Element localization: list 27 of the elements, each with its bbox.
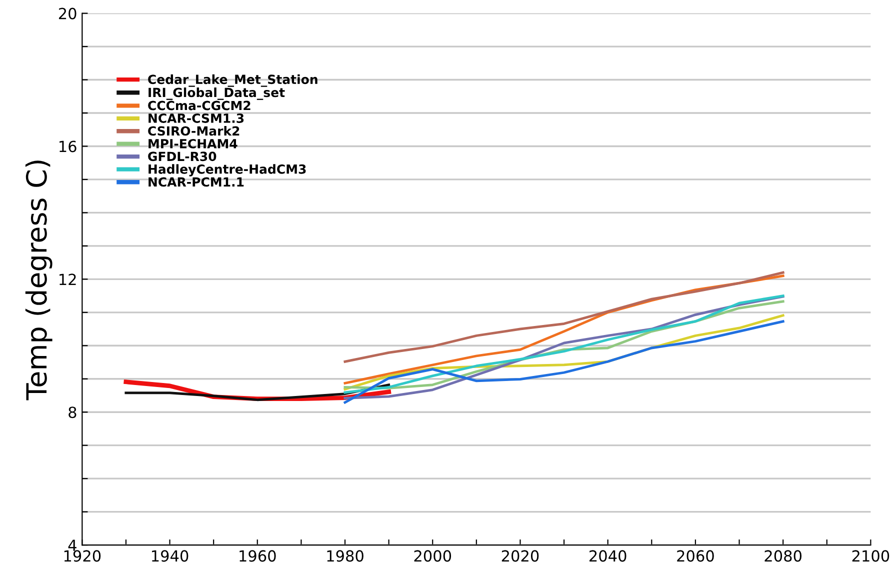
y-axis-title: Temp (degress C) — [25, 160, 52, 400]
legend-label: HadleyCentre-HadCM3 — [148, 164, 306, 176]
x-tick-label: 2100 — [852, 550, 890, 562]
x-tick-label: 2000 — [414, 550, 452, 562]
legend-label: NCAR-PCM1.1 — [148, 177, 244, 187]
legend-label: Cedar_Lake_Met_Station — [148, 74, 318, 87]
legend-label: IRI_Global_Data_set — [148, 87, 285, 100]
y-tick-label: 20 — [58, 8, 76, 20]
legend-label: MPI-ECHAM4 — [148, 138, 238, 148]
y-tick-label: 8 — [68, 406, 76, 418]
legend-label: NCAR-CSM1.3 — [148, 114, 244, 123]
x-tick-label: 2080 — [764, 550, 802, 562]
x-tick-label: 1940 — [152, 550, 188, 562]
y-tick-label: 4 — [68, 540, 76, 551]
x-tick-label: 2040 — [590, 550, 626, 562]
x-tick-label: 1960 — [240, 550, 276, 562]
legend-label: GFDL-R30 — [148, 152, 216, 162]
x-tick-label: 2060 — [677, 550, 714, 562]
line-series — [344, 320, 784, 404]
x-tick-label: 2020 — [502, 550, 539, 562]
y-tick-label: 12 — [60, 274, 76, 285]
x-tick-label: 1920 — [64, 550, 101, 562]
x-tick-label: 1980 — [327, 550, 364, 562]
legend-label: CSIRO-Mark2 — [148, 126, 240, 136]
y-tick-label: 16 — [60, 140, 76, 152]
legend-label: CCCma-CGCM2 — [148, 100, 250, 110]
line-series — [344, 271, 784, 363]
